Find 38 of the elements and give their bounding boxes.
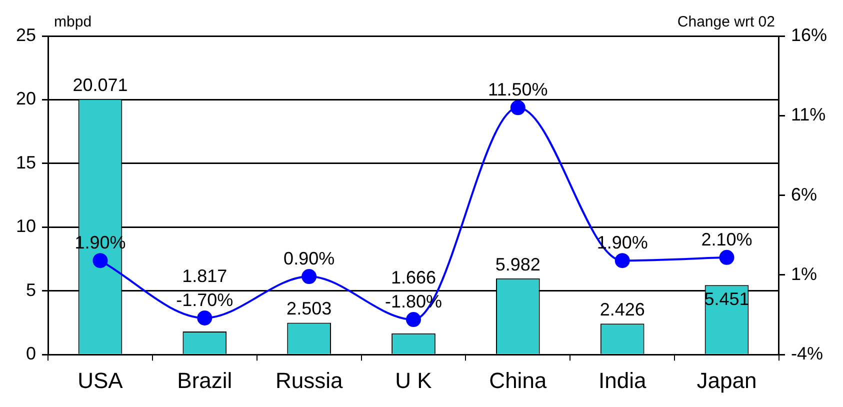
point	[406, 312, 421, 328]
point	[614, 253, 630, 268]
y-tick-label: 0	[26, 344, 36, 364]
y-tick-label: 5	[26, 280, 36, 300]
x-tick-label: Brazil	[177, 368, 232, 393]
y2-tick-label: 16%	[790, 24, 828, 45]
x-tick-label: U K	[395, 368, 432, 393]
y2-axis-title: Change wrt 02	[677, 14, 775, 31]
x-tick-label: Japan	[696, 368, 757, 393]
y2-tick-label: 1%	[790, 264, 817, 284]
data-label: 5.451	[704, 289, 750, 310]
data-label: 2.503	[286, 298, 332, 319]
y2-tick-label: 6%	[790, 184, 817, 204]
x-tick-label: Russia	[275, 368, 344, 393]
y-tick-label: 10	[16, 216, 36, 236]
data-label: 2.10%	[701, 229, 752, 250]
data-label: 2.426	[600, 300, 645, 320]
point	[510, 100, 526, 116]
point	[719, 250, 734, 265]
data-label: 11.50%	[488, 80, 548, 100]
y2-tick-label: 11%	[790, 104, 826, 125]
data-label: 1.666	[390, 268, 436, 288]
y-tick-label: 25	[16, 24, 36, 45]
y-tick-label: 20	[16, 88, 36, 109]
x-tick-label: China	[489, 368, 548, 393]
data-label: 0.90%	[284, 248, 335, 269]
point	[197, 310, 212, 326]
x-tick-label: India	[598, 368, 647, 393]
data-label: 5.982	[495, 254, 540, 274]
point	[302, 269, 317, 284]
x-tick-label: USA	[78, 368, 124, 393]
data-label: 20.071	[72, 74, 128, 95]
point	[92, 253, 108, 268]
data-label: -1.70%	[176, 290, 234, 310]
y-tick-label: 15	[16, 152, 36, 172]
y2-tick-label: -4%	[790, 344, 823, 364]
y-axis-title: mbpd	[54, 14, 92, 31]
data-label: 1.817	[182, 266, 228, 286]
